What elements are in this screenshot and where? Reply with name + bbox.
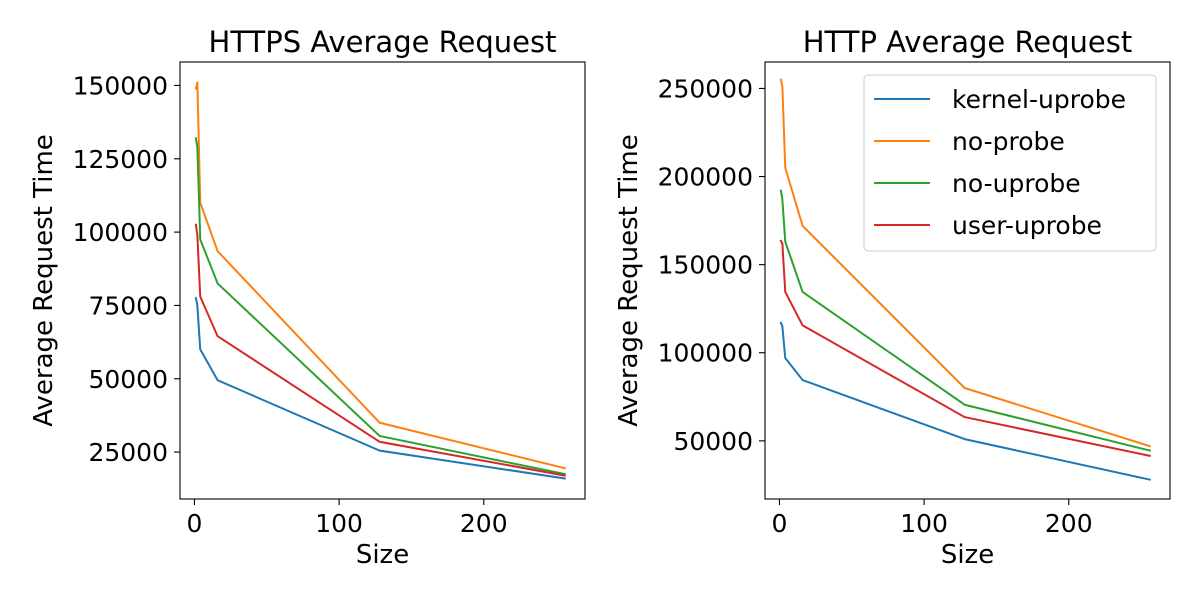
left-series-line-no-uprobe <box>194 137 566 476</box>
right-legend-label-kernel-uprobe: kernel-uprobe <box>952 85 1126 114</box>
right-y-tick-label: 100000 <box>658 339 753 368</box>
left-plot-frame <box>179 61 586 500</box>
left-y-tick-label: 150000 <box>73 71 168 100</box>
right-series-line-user-uprobe <box>779 239 1151 458</box>
right-y-tick-label: 150000 <box>658 251 753 280</box>
left-y-tick-label: 75000 <box>88 291 168 320</box>
right-y-tick-label: 50000 <box>673 427 753 456</box>
left-y-tick-label: 125000 <box>73 145 168 174</box>
right-x-tick-label: 100 <box>900 509 948 538</box>
right-y-tick-label: 250000 <box>658 74 753 103</box>
left-y-tick-label: 100000 <box>73 218 168 247</box>
left-x-tick-label: 200 <box>460 509 508 538</box>
left-series-line-no-probe <box>194 81 566 470</box>
right-plot-frame <box>764 61 1171 500</box>
left-y-tick-label: 50000 <box>88 365 168 394</box>
right-x-axis-label: Size <box>941 540 994 570</box>
right-y-axis-label: Average Request Time <box>614 134 644 427</box>
left-x-axis-label: Size <box>356 540 409 570</box>
right-legend-label-no-uprobe: no-uprobe <box>952 169 1081 198</box>
left-x-tick-label: 100 <box>315 509 363 538</box>
left-y-tick-label: 25000 <box>88 438 168 467</box>
left-series-line-user-uprobe <box>194 223 566 477</box>
right-y-tick-label: 200000 <box>658 163 753 192</box>
right-legend-label-user-uprobe: user-uprobe <box>952 211 1102 240</box>
right-series-line-no-probe <box>779 78 1152 448</box>
left-series-line-kernel-uprobe <box>194 296 566 480</box>
right-legend-label-no-probe: no-probe <box>952 127 1065 156</box>
left-x-tick-label: 0 <box>187 509 203 538</box>
right-legend: kernel-uprobe no-probe no-uprobe user-uprob… <box>863 74 1157 252</box>
right-series-line-kernel-uprobe <box>779 321 1151 481</box>
right-chart: 0 100 200 50000 100000 150000 200000 250000 HTTP… <box>614 25 1171 570</box>
left-chart: 0 100 200 25000 50000 75000 100000 125000 150000… <box>29 25 586 570</box>
right-chart-title: HTTP Average Request <box>803 25 1133 59</box>
right-series-line-no-uprobe <box>779 189 1151 452</box>
left-y-axis-label: Average Request Time <box>29 134 59 427</box>
right-x-tick-label: 200 <box>1045 509 1093 538</box>
right-legend-box <box>863 74 1157 252</box>
left-chart-title: HTTPS Average Request <box>209 25 557 59</box>
right-x-tick-label: 0 <box>772 509 788 538</box>
